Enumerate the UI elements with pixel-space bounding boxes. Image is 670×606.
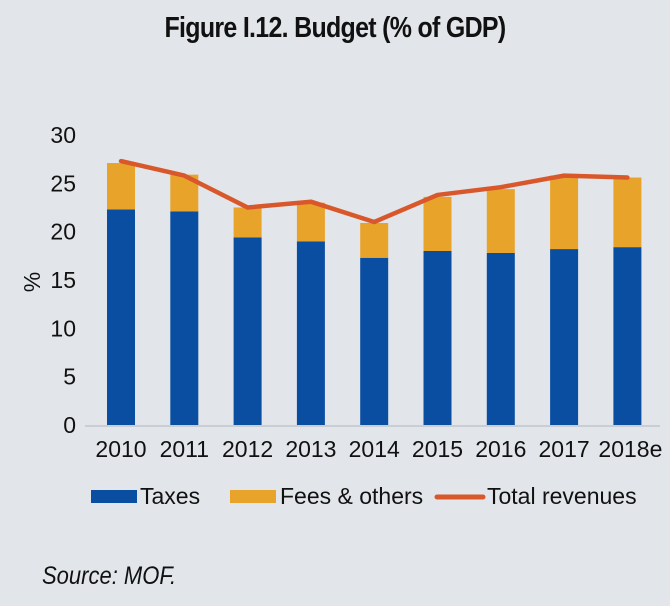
- bar-fees-others-2016: [486, 189, 515, 253]
- y-axis-label: %: [19, 272, 45, 292]
- bar-fees-others-2013: [296, 202, 325, 242]
- total-revenues-line-group: [118, 158, 630, 225]
- bar-taxes-2012: [233, 237, 262, 425]
- bar-taxes-2018e: [613, 247, 642, 425]
- source-note: Source: MOF.: [42, 562, 177, 590]
- bar-taxes-2013: [296, 241, 325, 425]
- y-tick-label: 20: [50, 219, 76, 245]
- x-tick-label: 2011: [160, 436, 209, 462]
- y-tick-label: 25: [50, 170, 76, 196]
- y-tick-label: 30: [50, 122, 76, 148]
- bar-taxes-2011: [170, 211, 199, 425]
- x-tick-label: 2013: [285, 436, 336, 462]
- legend-label: Taxes: [140, 483, 200, 509]
- bar-taxes-2014: [360, 257, 389, 425]
- x-tick-label: 2015: [412, 436, 463, 462]
- bar-taxes-2016: [486, 252, 515, 425]
- bar-fees-others-2015: [423, 196, 452, 251]
- y-tick-label: 5: [63, 364, 76, 390]
- bar-taxes-2010: [107, 209, 135, 425]
- legend-swatch-taxes: [91, 490, 137, 503]
- legend-label: Total revenues: [487, 483, 637, 509]
- y-axis-ticks: 0 5 10 15 20 25 30: [50, 122, 76, 438]
- bar-fees-others-2017: [550, 175, 579, 250]
- bar-fees-others-2012: [233, 207, 262, 238]
- x-tick-label: 2016: [475, 436, 526, 462]
- bar-fees-others-2014: [360, 222, 389, 258]
- bar-taxes-2015: [423, 251, 452, 425]
- bar-fees-others-2018e: [613, 177, 642, 248]
- y-tick-label: 15: [50, 267, 76, 293]
- bar-fees-others-2010: [107, 163, 135, 210]
- x-axis-ticks: 2010 2011 2012 2013 2014 2015 2016 2017 2018e: [95, 436, 662, 462]
- chart-title: Figure I.12. Budget (% of GDP): [164, 12, 506, 44]
- legend: Taxes Fees & others Total revenues: [91, 483, 637, 509]
- y-tick-label: 10: [50, 315, 76, 341]
- x-tick-label: 2017: [539, 436, 590, 462]
- x-tick-label: 2010: [95, 436, 146, 462]
- legend-label: Fees & others: [280, 483, 423, 509]
- y-tick-label: 0: [63, 412, 76, 438]
- x-tick-label: 2014: [349, 436, 400, 462]
- bars: [107, 163, 642, 425]
- legend-swatch-fees-others: [230, 490, 276, 503]
- x-tick-label: 2012: [222, 436, 273, 462]
- x-tick-label: 2018e: [598, 436, 662, 462]
- bar-taxes-2017: [550, 249, 579, 425]
